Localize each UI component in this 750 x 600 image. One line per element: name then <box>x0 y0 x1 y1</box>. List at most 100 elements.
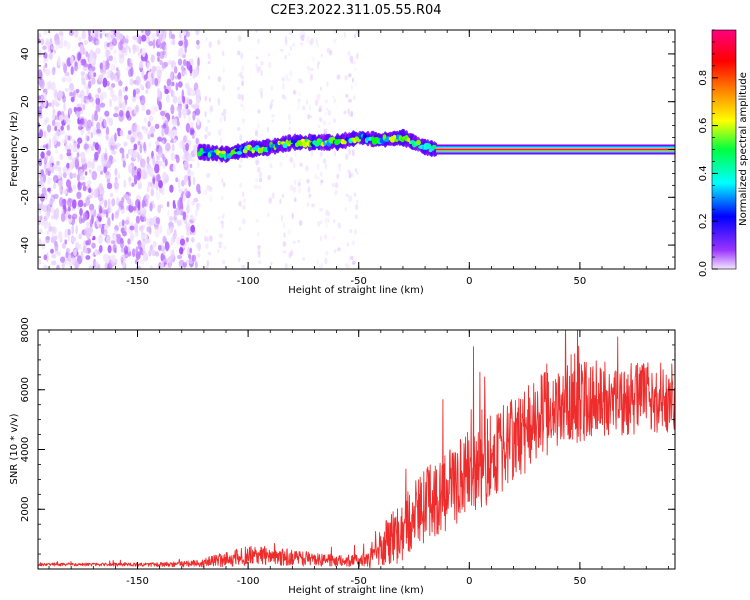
noise-speckle <box>324 99 329 104</box>
noise-speckle <box>105 126 110 136</box>
noise-speckle <box>43 254 48 261</box>
noise-speckle <box>328 121 331 126</box>
noise-speckle <box>135 104 140 112</box>
noise-speckle <box>94 33 99 39</box>
noise-speckle <box>79 118 85 126</box>
noise-speckle <box>91 77 96 85</box>
noise-speckle <box>320 179 324 183</box>
noise-speckle <box>177 58 183 66</box>
noise-speckle <box>353 95 356 101</box>
noise-speckle <box>161 61 167 69</box>
noise-speckle <box>68 107 73 115</box>
noise-speckle <box>69 162 73 172</box>
noise-speckle <box>105 171 110 176</box>
noise-speckle <box>257 251 261 258</box>
noise-speckle <box>292 240 296 244</box>
noise-speckle <box>204 235 207 242</box>
noise-speckle <box>70 55 74 65</box>
noise-speckle <box>133 222 139 233</box>
noise-speckle <box>317 124 321 129</box>
noise-speckle <box>84 83 87 90</box>
noise-speckle <box>77 94 83 98</box>
noise-speckle <box>221 222 224 230</box>
noise-speckle <box>144 193 149 203</box>
noise-speckle <box>208 173 211 178</box>
noise-speckle <box>355 203 359 211</box>
noise-speckle <box>137 239 141 245</box>
noise-speckle <box>128 176 132 183</box>
noise-speckle <box>242 118 245 125</box>
noise-speckle <box>142 165 146 172</box>
noise-speckle <box>207 61 211 65</box>
noise-speckle <box>158 101 162 111</box>
noise-speckle <box>158 180 163 189</box>
noise-speckle <box>306 202 310 207</box>
noise-speckle <box>206 260 210 266</box>
noise-speckle <box>310 150 314 158</box>
noise-speckle <box>107 198 111 209</box>
colorbar: 0.0 0.2 0.4 0.6 0.8 Normalized spectral ampl… <box>698 29 749 277</box>
noise-speckle <box>117 95 122 104</box>
noise-speckle <box>159 59 163 66</box>
noise-speckle <box>285 74 289 82</box>
noise-speckle <box>149 202 153 212</box>
noise-speckle <box>131 182 135 188</box>
noise-speckle <box>49 37 53 46</box>
noise-speckle <box>218 171 221 176</box>
noise-speckle <box>62 198 67 205</box>
snr-x-tick-label: -50 <box>351 576 367 587</box>
noise-speckle <box>137 51 141 57</box>
noise-speckle <box>236 126 241 131</box>
noise-speckle <box>54 39 61 46</box>
noise-speckle <box>93 112 99 122</box>
signal-core <box>358 132 364 140</box>
noise-speckle <box>186 237 189 243</box>
noise-speckle <box>146 62 151 67</box>
noise-speckle <box>195 96 201 106</box>
noise-speckle <box>67 116 71 126</box>
noise-speckle <box>107 245 112 254</box>
noise-speckle <box>333 192 337 196</box>
noise-speckle <box>43 118 48 125</box>
noise-speckle <box>197 160 200 169</box>
noise-speckle <box>48 138 52 144</box>
noise-speckle <box>221 196 224 201</box>
noise-speckle <box>63 206 67 214</box>
noise-speckle <box>91 113 95 123</box>
signal-core <box>211 152 216 157</box>
noise-speckle <box>58 121 61 127</box>
noise-speckle <box>333 118 336 123</box>
noise-speckle <box>52 136 57 146</box>
noise-speckle <box>257 245 261 249</box>
noise-speckle <box>145 218 150 223</box>
noise-speckle <box>259 172 263 177</box>
noise-speckle <box>43 30 48 36</box>
noise-speckle <box>110 34 116 39</box>
noise-speckle <box>181 179 185 187</box>
noise-speckle <box>185 142 190 152</box>
noise-speckle <box>254 130 259 137</box>
noise-speckle <box>217 249 220 254</box>
noise-speckle <box>256 166 261 173</box>
noise-speckle <box>46 150 51 156</box>
noise-speckle <box>78 123 83 128</box>
noise-speckle <box>218 38 221 44</box>
noise-speckle <box>97 87 101 94</box>
noise-speckle <box>145 30 151 37</box>
noise-speckle <box>289 251 292 258</box>
noise-speckle <box>268 61 272 69</box>
noise-speckle <box>120 237 124 244</box>
noise-speckle <box>94 249 99 256</box>
noise-speckle <box>172 232 177 239</box>
noise-speckle <box>57 141 61 147</box>
noise-speckle <box>51 253 57 259</box>
noise-speckle <box>172 152 176 161</box>
noise-speckle <box>166 78 172 87</box>
noise-speckle <box>51 114 56 119</box>
noise-speckle <box>42 144 48 149</box>
noise-speckle <box>182 211 187 221</box>
spectrogram-y-tick-label: -40 <box>20 237 31 253</box>
noise-speckle <box>43 264 48 269</box>
noise-speckle <box>46 81 49 90</box>
noise-speckle <box>46 124 52 133</box>
